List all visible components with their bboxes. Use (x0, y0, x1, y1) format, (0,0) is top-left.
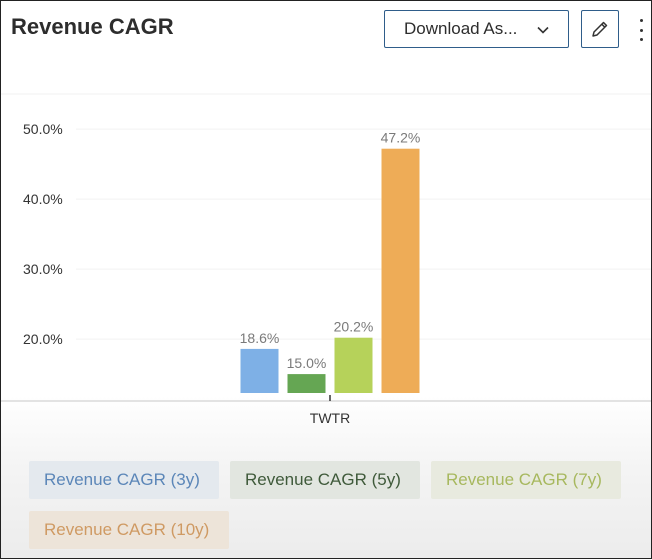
y-tick-label: 30.0% (23, 261, 63, 277)
legend-item-4[interactable]: Revenue CAGR (10y) (29, 511, 229, 549)
bar-chart: 20.0% 30.0% 40.0% 50.0% 18.6% 15.0% 20.2% 47.2%… (1, 93, 651, 426)
bar-1 (240, 348, 279, 393)
bar-data-label: 20.2% (334, 319, 374, 335)
x-tick-label: TWTR (310, 410, 350, 426)
chevron-down-icon (537, 26, 549, 34)
bar-data-label: 18.6% (240, 330, 280, 346)
bar-3 (334, 337, 373, 393)
legend-item-3[interactable]: Revenue CAGR (7y) (431, 461, 621, 499)
bar-4 (381, 148, 420, 393)
download-as-label: Download As... (404, 19, 518, 38)
y-tick-label: 40.0% (23, 191, 63, 207)
legend-item-1[interactable]: Revenue CAGR (3y) (29, 461, 219, 499)
bar-2 (287, 374, 326, 393)
download-as-button[interactable]: Download As... (384, 10, 569, 48)
more-options-button[interactable] (633, 17, 649, 43)
card-header: Revenue CAGR Download As... (1, 1, 651, 61)
pencil-icon (592, 21, 608, 37)
chart-area: 20.0% 30.0% 40.0% 50.0% 18.6% 15.0% 20.2% 47.2%… (1, 61, 651, 451)
bar-data-label: 15.0% (287, 355, 327, 371)
bar-data-label: 47.2% (381, 130, 421, 146)
edit-button[interactable] (581, 10, 619, 48)
y-tick-label: 20.0% (23, 331, 63, 347)
card-title: Revenue CAGR (11, 14, 174, 39)
more-vertical-icon (639, 19, 643, 22)
legend-item-2[interactable]: Revenue CAGR (5y) (230, 461, 420, 499)
y-tick-label: 50.0% (23, 121, 63, 137)
